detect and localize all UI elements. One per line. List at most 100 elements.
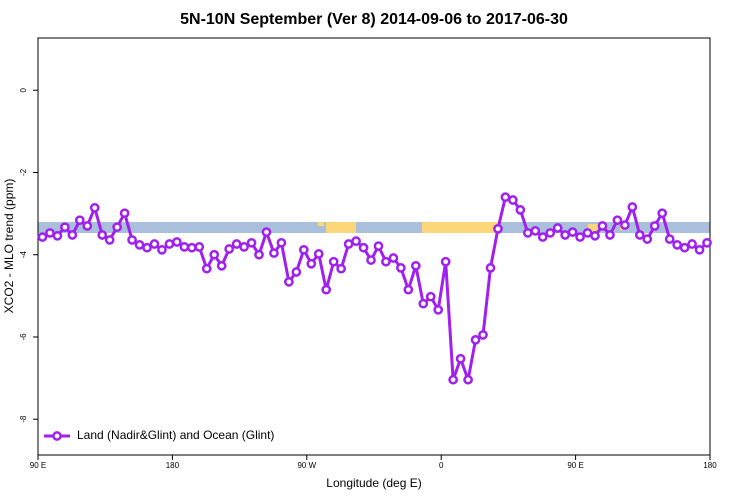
data-point: [45, 228, 55, 238]
data-point: [313, 249, 324, 259]
data-point: [216, 260, 227, 271]
data-point: [508, 195, 518, 205]
data-point: [664, 234, 675, 244]
x-tick-label: 0: [439, 461, 444, 470]
data-point: [403, 284, 414, 295]
data-point: [343, 239, 354, 249]
data-point: [97, 230, 108, 240]
data-point: [381, 256, 391, 267]
data-point: [298, 244, 309, 255]
y-axis-label: XCO2 - MLO trend (ppm): [2, 179, 16, 314]
land-strip: [422, 222, 500, 233]
data-point: [612, 215, 623, 226]
data-point: [149, 239, 160, 249]
data-point: [478, 330, 488, 340]
land-strip: [326, 222, 356, 233]
data-point: [67, 230, 78, 240]
data-point: [186, 242, 197, 253]
x-tick-label: 180: [703, 461, 717, 470]
data-point: [522, 228, 533, 238]
data-point: [515, 205, 526, 215]
data-point: [448, 374, 458, 385]
data-point: [351, 236, 361, 247]
x-tick-label: 90 E: [30, 461, 46, 470]
x-tick-label: 180: [166, 461, 180, 470]
data-point: [194, 242, 205, 252]
data-point: [672, 240, 682, 250]
data-point: [634, 230, 645, 240]
data-point: [530, 226, 541, 236]
land-strip: [318, 222, 324, 226]
data-point: [37, 232, 48, 242]
data-point: [179, 242, 190, 252]
data-point: [366, 255, 376, 265]
data-point: [254, 249, 264, 260]
data-point: [336, 263, 346, 274]
y-tick-label: -6: [19, 333, 28, 341]
data-point: [284, 277, 294, 287]
data-point: [597, 221, 608, 231]
data-point: [52, 230, 63, 241]
data-point: [276, 237, 287, 248]
data-point: [552, 223, 563, 233]
data-point: [142, 242, 152, 253]
data-point: [269, 248, 279, 258]
data-point: [261, 227, 272, 237]
data-point: [545, 228, 556, 238]
data-point: [201, 263, 212, 274]
data-point: [60, 222, 70, 233]
land-strip: [588, 224, 598, 233]
data-point: [119, 208, 130, 219]
x-axis-label: Longitude (deg E): [326, 476, 421, 490]
y-tick-label: -8: [19, 415, 28, 423]
data-point: [567, 227, 578, 237]
data-point: [89, 202, 100, 213]
ocean-strip: [38, 222, 710, 233]
data-point: [627, 202, 638, 212]
data-point: [112, 222, 122, 233]
data-point: [224, 244, 234, 254]
legend-label: Land (Nadir&Glint) and Ocean (Glint): [77, 428, 274, 442]
data-point: [687, 239, 697, 249]
y-tick-label: -2: [19, 168, 28, 176]
data-point: [642, 234, 653, 244]
data-point: [104, 235, 115, 245]
data-point: [239, 242, 249, 252]
data-point: [373, 241, 384, 251]
x-tick-label: 90 W: [297, 461, 316, 470]
data-point: [127, 235, 137, 245]
data-point: [582, 228, 593, 238]
data-point: [231, 239, 242, 249]
data-point: [433, 304, 444, 315]
legend-marker: [52, 431, 62, 441]
data-point: [172, 237, 182, 247]
y-tick-label: -4: [19, 251, 28, 259]
data-point: [291, 267, 302, 277]
data-point: [485, 263, 496, 273]
data-point: [679, 242, 690, 253]
data-point: [560, 230, 570, 240]
data-point: [246, 237, 257, 248]
y-tick-label: 0: [19, 87, 28, 92]
data-point: [425, 291, 436, 302]
data-point: [306, 258, 317, 269]
data-point: [605, 230, 615, 240]
x-tick-label: 90 E: [567, 461, 583, 470]
data-point: [575, 232, 585, 242]
data-point: [493, 223, 503, 234]
data-point: [440, 256, 451, 267]
chart-title: 5N-10N September (Ver 8) 2014-09-06 to 2…: [180, 11, 568, 28]
data-point: [694, 244, 705, 255]
data-point: [157, 244, 167, 255]
data-point: [164, 239, 175, 249]
data-point: [388, 253, 399, 263]
data-point: [455, 353, 466, 364]
data-point: [328, 256, 339, 267]
data-point: [410, 260, 421, 271]
data-point: [418, 298, 429, 309]
data-point: [396, 263, 406, 273]
data-point: [657, 208, 668, 219]
data-point: [74, 215, 85, 226]
data-point: [537, 232, 548, 242]
